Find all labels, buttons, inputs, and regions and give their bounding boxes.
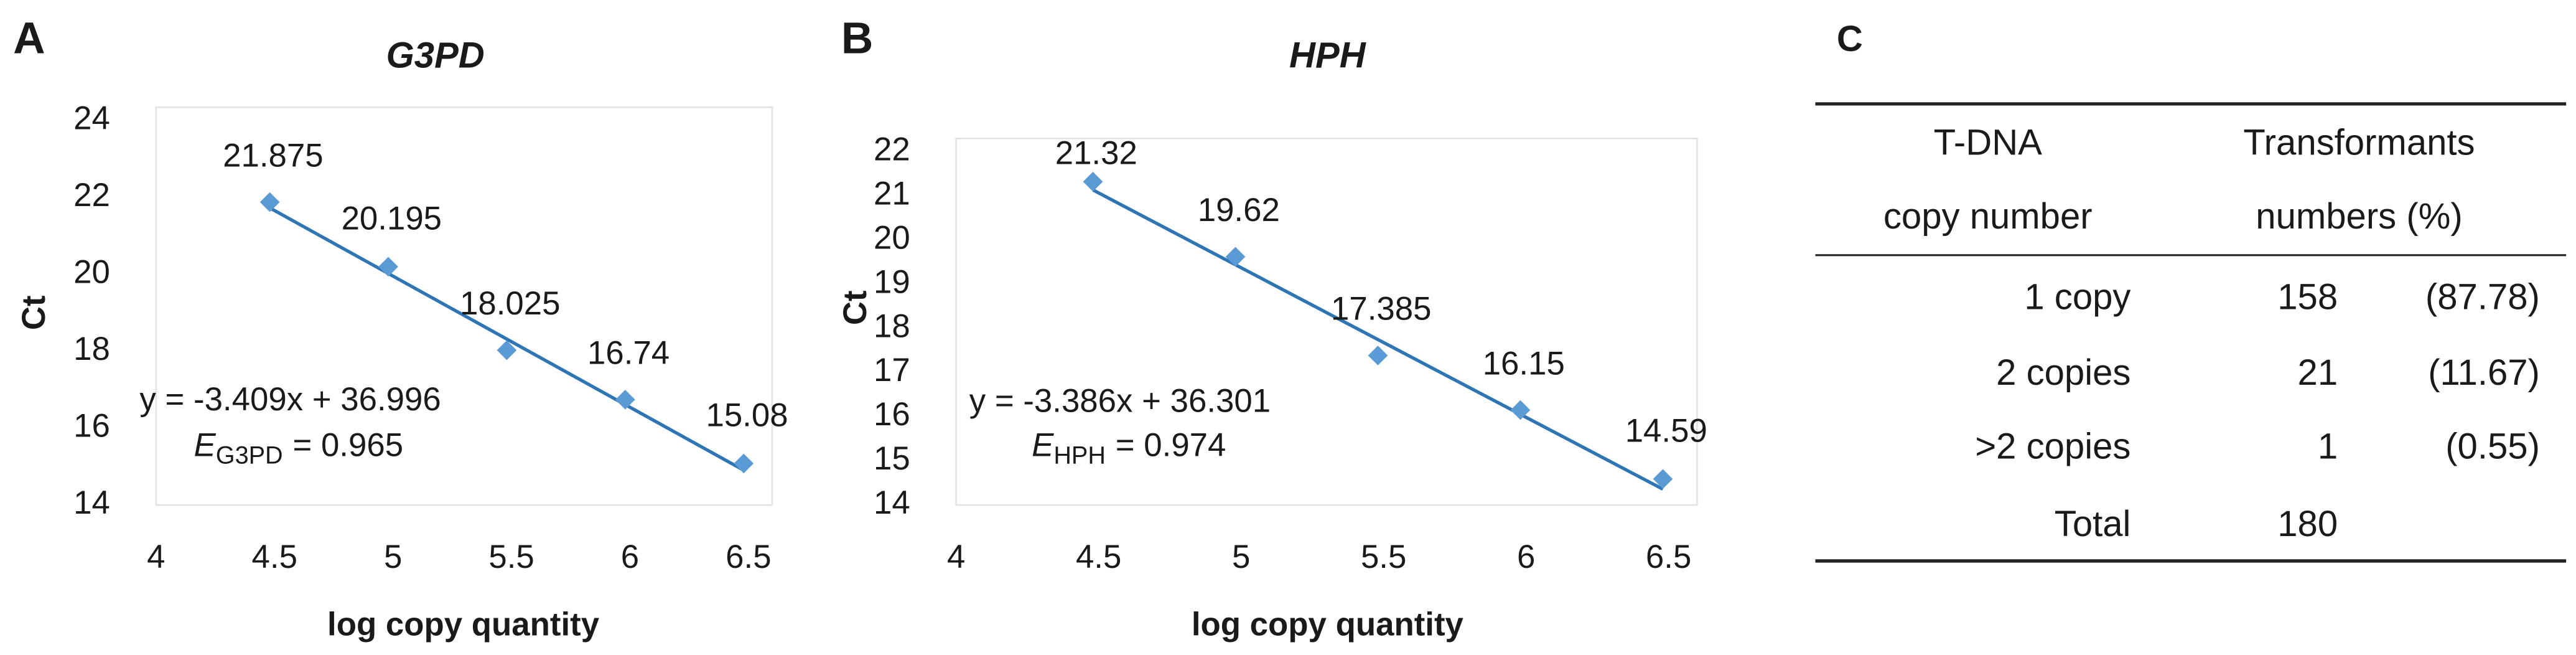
y-tick-label: 14	[73, 484, 110, 521]
equation: y = -3.409x + 36.996	[139, 381, 441, 418]
data-label: 18.025	[460, 285, 560, 322]
efficiency-symbol: E	[194, 427, 217, 464]
panel-label: B	[841, 13, 873, 63]
efficiency-subscript: G3PD	[216, 442, 283, 469]
x-tick-label: 4.5	[252, 539, 297, 575]
chart-title: G3PD	[386, 35, 485, 75]
y-tick-label: 15	[874, 440, 910, 477]
data-point	[1368, 346, 1388, 365]
efficiency-subscript: HPH	[1053, 442, 1106, 469]
y-tick-label: 14	[874, 484, 910, 521]
table-header: copy number	[1883, 196, 2093, 237]
x-tick-label: 6.5	[1646, 539, 1691, 575]
data-point	[1083, 171, 1103, 192]
x-axis-title: log copy quantity	[327, 606, 600, 643]
y-axis-title: Ct	[837, 290, 874, 325]
data-label: 19.62	[1198, 192, 1280, 229]
y-tick-label: 20	[874, 219, 910, 256]
data-point	[615, 390, 635, 410]
data-label: 15.08	[706, 397, 788, 433]
y-tick-label: 22	[874, 131, 910, 167]
x-tick-label: 6	[621, 539, 639, 575]
table-cell: (11.67)	[2428, 352, 2540, 393]
panel-label: A	[13, 13, 45, 63]
table-cell: >2 copies	[1975, 426, 2130, 467]
x-tick-label: 5	[1232, 539, 1250, 575]
table-header: T-DNA	[1934, 122, 2042, 163]
table-cell: 2 copies	[1996, 352, 2130, 393]
data-point	[1225, 247, 1246, 267]
y-tick-label: 24	[73, 100, 110, 136]
table-cell: Total	[2055, 504, 2131, 544]
table-cell: 180	[2277, 504, 2338, 544]
x-tick-label: 4.5	[1076, 539, 1121, 575]
y-tick-label: 21	[874, 175, 910, 212]
y-tick-label: 20	[73, 253, 110, 290]
table-header: numbers (%)	[2256, 196, 2462, 237]
efficiency: EG3PD = 0.965	[194, 427, 404, 469]
trendline	[1092, 188, 1664, 491]
table-cell: 21	[2298, 352, 2338, 393]
data-label: 21.32	[1055, 134, 1137, 171]
table-cell: 1	[2318, 426, 2338, 467]
data-label: 20.195	[342, 200, 442, 237]
table-cell: (87.78)	[2425, 276, 2540, 317]
y-tick-label: 19	[874, 263, 910, 300]
x-tick-label: 6	[1517, 539, 1535, 575]
y-tick-label: 18	[874, 308, 910, 344]
data-label: 14.59	[1625, 412, 1707, 449]
data-label: 17.385	[1331, 291, 1431, 328]
x-tick-label: 5.5	[488, 539, 534, 575]
efficiency-symbol: E	[1032, 427, 1054, 464]
x-tick-label: 5	[384, 539, 402, 575]
x-tick-label: 4	[947, 539, 965, 575]
efficiency-value: = 0.965	[292, 427, 403, 464]
equation: y = -3.386x + 36.301	[969, 382, 1271, 419]
data-point	[259, 192, 280, 212]
data-point	[734, 453, 754, 474]
x-tick-label: 6.5	[726, 539, 771, 575]
data-label: 21.875	[223, 137, 323, 174]
data-label: 16.74	[587, 335, 670, 372]
y-tick-label: 22	[73, 177, 110, 214]
y-tick-label: 16	[73, 408, 110, 445]
data-point	[1653, 469, 1673, 489]
data-point	[1510, 400, 1531, 420]
table-cell: 1 copy	[2024, 276, 2130, 317]
y-tick-label: 18	[73, 331, 110, 367]
efficiency-value: = 0.974	[1116, 427, 1226, 464]
trendline	[269, 206, 745, 472]
efficiency: EHPH = 0.974	[1032, 427, 1226, 469]
table-cell: 158	[2277, 276, 2338, 317]
y-tick-label: 16	[874, 396, 910, 433]
chart-title: HPH	[1289, 35, 1366, 75]
data-label: 16.15	[1483, 345, 1565, 382]
data-point	[378, 257, 398, 277]
x-tick-label: 5.5	[1361, 539, 1406, 575]
plot-frame	[155, 106, 773, 506]
x-axis-title: log copy quantity	[1192, 606, 1464, 643]
y-tick-label: 17	[874, 352, 910, 389]
y-axis-title: Ct	[16, 295, 52, 330]
table-cell: (0.55)	[2445, 426, 2540, 467]
x-tick-label: 4	[147, 539, 165, 575]
panel-label: C	[1837, 19, 1863, 59]
table-header: Transformants	[2243, 122, 2475, 163]
plot-frame	[955, 138, 1698, 506]
